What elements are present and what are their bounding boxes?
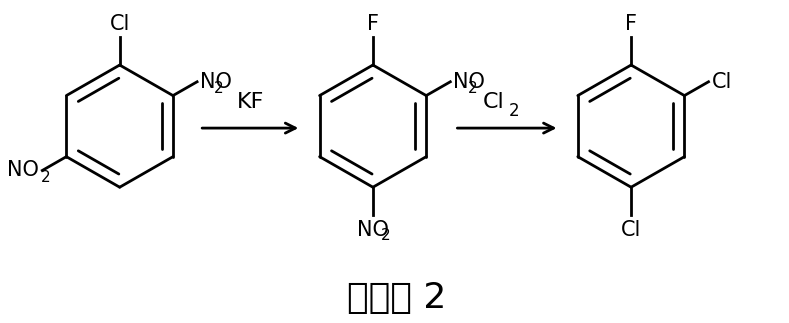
Text: 2: 2 bbox=[509, 102, 520, 120]
Text: NO: NO bbox=[200, 72, 232, 92]
Text: Cl: Cl bbox=[110, 14, 130, 34]
Text: 2: 2 bbox=[380, 228, 391, 243]
Text: F: F bbox=[367, 14, 379, 34]
Text: KF: KF bbox=[237, 92, 264, 112]
Text: 2: 2 bbox=[214, 81, 224, 96]
Text: NO: NO bbox=[357, 220, 389, 240]
Text: 方程式 2: 方程式 2 bbox=[347, 281, 447, 315]
Text: NO: NO bbox=[454, 72, 485, 92]
Text: Cl: Cl bbox=[483, 92, 505, 112]
Text: Cl: Cl bbox=[712, 72, 732, 92]
Text: 2: 2 bbox=[467, 81, 477, 96]
Text: Cl: Cl bbox=[621, 220, 641, 240]
Text: 2: 2 bbox=[41, 170, 51, 185]
Text: NO: NO bbox=[7, 161, 39, 181]
Text: F: F bbox=[625, 14, 637, 34]
